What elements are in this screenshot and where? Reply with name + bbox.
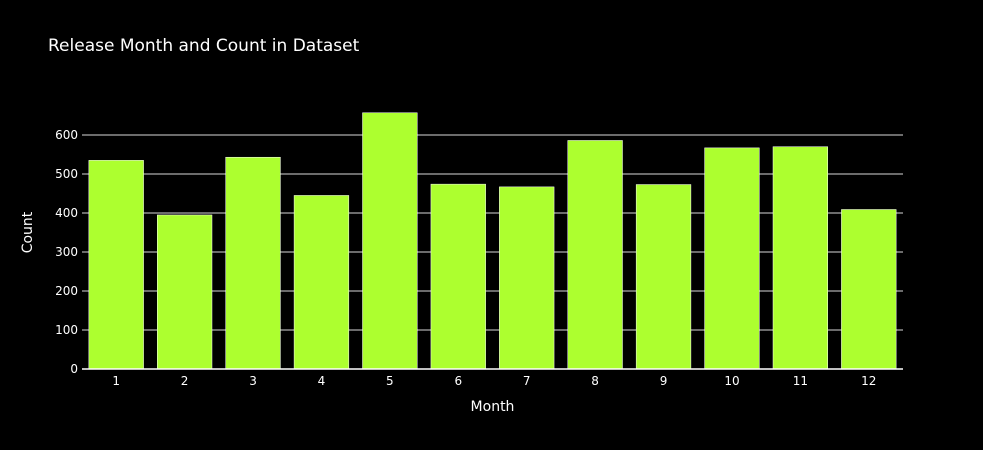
x-tick-label: 2 [181,374,189,388]
x-tick-label: 1 [112,374,120,388]
bar-month-6[interactable] [430,183,486,370]
x-tick-label: 8 [591,374,599,388]
y-tick-label: 100 [55,323,78,337]
x-tick-label: 3 [249,374,257,388]
x-axis-title: Month [471,399,515,415]
x-tick-label: 12 [861,374,876,388]
y-tick-label: 300 [55,245,78,259]
x-tick-label: 4 [318,374,326,388]
bar-month-5[interactable] [362,112,418,370]
gridlines [82,134,903,331]
bar-month-12[interactable] [841,209,897,370]
x-tick-label: 7 [523,374,531,388]
y-axis-ticks: 0 100 200 300 400 500 600 [55,128,78,376]
bar-month-4[interactable] [293,195,350,370]
bar-month-9[interactable] [635,184,692,370]
bar-month-10[interactable] [704,147,760,370]
bar-month-11[interactable] [772,146,828,370]
y-tick-label: 400 [55,206,78,220]
bars [88,112,897,370]
y-tick-label: 200 [55,284,78,298]
y-tick-label: 500 [55,167,78,181]
y-axis-title: Count [20,211,36,253]
x-tick-label: 10 [724,374,739,388]
x-tick-label: 9 [660,374,668,388]
bar-month-3[interactable] [225,156,281,370]
bar-month-2[interactable] [157,214,213,370]
y-tick-label: 600 [55,128,78,142]
x-axis-ticks: 1 2 3 4 5 6 7 8 9 10 11 12 [112,374,876,388]
x-tick-label: 5 [386,374,394,388]
bar-month-7[interactable] [499,186,555,370]
x-tick-label: 11 [793,374,808,388]
bar-month-1[interactable] [88,160,144,370]
x-tick-label: 6 [454,374,462,388]
y-tick-label: 0 [70,362,78,376]
chart-title: Release Month and Count in Dataset [48,36,360,56]
bar-month-8[interactable] [567,140,623,370]
